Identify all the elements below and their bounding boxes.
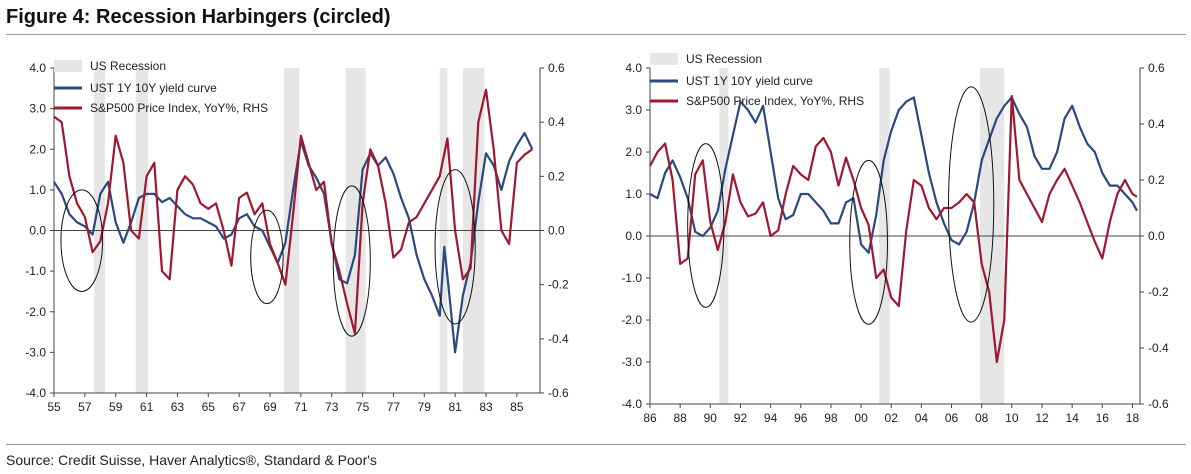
source-note: Source: Credit Suisse, Haver Analytics®,… [6, 452, 377, 468]
left-x-tick-label: 73 [325, 400, 339, 414]
left-x-tick-label: 55 [47, 400, 61, 414]
left-x-tick-label: 77 [387, 400, 401, 414]
left-legend-spx-label: S&P500 Price Index, YoY%, RHS [90, 101, 268, 115]
right-x-tick-label: 92 [734, 411, 748, 425]
left-y-right-tick-label: 0.2 [548, 169, 565, 183]
right-x-tick-label: 02 [885, 411, 899, 425]
right-y-left-tick-label: -2.0 [621, 313, 642, 327]
right-x-tick-label: 00 [854, 411, 868, 425]
right-y-right-tick-label: 0.6 [1148, 61, 1165, 75]
right-x-tick-label: 86 [643, 411, 657, 425]
left-x-tick-label: 75 [356, 400, 370, 414]
right-y-left-tick-label: 1.0 [625, 187, 642, 201]
left-y-left-tick-label: -3.0 [25, 345, 46, 359]
right-x-tick-label: 16 [1096, 411, 1110, 425]
right-legend-recession-label: US Recession [686, 52, 762, 66]
left-x-tick-label: 69 [263, 400, 277, 414]
right-harbinger-circle-0 [687, 143, 725, 308]
left-y-left-tick-label: 4.0 [29, 61, 46, 75]
right-y-right-tick-label: -0.2 [1148, 285, 1169, 299]
right-y-left-tick-label: 3.0 [625, 103, 642, 117]
right-yield-curve-line [649, 96, 1138, 254]
left-legend-recession-label: US Recession [90, 59, 166, 73]
right-x-tick-label: 18 [1126, 411, 1140, 425]
left-x-tick-label: 63 [171, 400, 185, 414]
left-y-right-tick-label: 0.0 [548, 224, 565, 238]
left-x-tick-label: 61 [140, 400, 154, 414]
right-x-tick-label: 94 [764, 411, 778, 425]
left-y-left-tick-label: -1.0 [25, 264, 46, 278]
left-spx-yoy-line [53, 88, 533, 335]
left-harbinger-circle-3 [434, 169, 476, 325]
left-x-tick-label: 85 [510, 400, 524, 414]
right-y-right-tick-label: 0.0 [1148, 229, 1165, 243]
left-y-left-tick-label: 3.0 [29, 102, 46, 116]
right-y-right-tick-label: 0.2 [1148, 173, 1165, 187]
left-y-left-tick-label: 0.0 [29, 224, 46, 238]
left-y-right-tick-label: 0.4 [548, 115, 565, 129]
left-harbinger-circle-0 [60, 189, 104, 292]
left-x-tick-label: 59 [109, 400, 123, 414]
right-legend-curve-label: UST 1Y 10Y yield curve [686, 74, 813, 88]
left-y-right-tick-label: 0.6 [548, 61, 565, 75]
left-y-left-tick-label: -4.0 [25, 386, 46, 400]
right-x-tick-label: 98 [824, 411, 838, 425]
right-spx-yoy-line [649, 94, 1138, 364]
left-x-tick-label: 83 [479, 400, 493, 414]
left-harbinger-circle-2 [332, 185, 371, 337]
right-y-right-tick-label: -0.6 [1148, 397, 1169, 411]
left-x-tick-label: 65 [202, 400, 216, 414]
right-x-tick-label: 06 [945, 411, 959, 425]
right-y-left-tick-label: -4.0 [621, 397, 642, 411]
left-y-right-tick-label: -0.6 [548, 386, 569, 400]
right-x-tick-label: 96 [794, 411, 808, 425]
left-x-tick-label: 81 [448, 400, 462, 414]
left-y-left-tick-label: 2.0 [29, 142, 46, 156]
left-y-left-tick-label: -2.0 [25, 305, 46, 319]
left-x-tick-label: 79 [418, 400, 432, 414]
left-y-right-tick-label: -0.4 [548, 332, 569, 346]
right-y-left-tick-label: -3.0 [621, 355, 642, 369]
left-legend-curve-label: UST 1Y 10Y yield curve [90, 81, 217, 95]
right-x-tick-label: 08 [975, 411, 989, 425]
figure-title: Figure 4: Recession Harbingers (circled) [6, 6, 391, 28]
right-harbinger-circle-1 [849, 159, 888, 325]
right-y-left-tick-label: 2.0 [625, 145, 642, 159]
title-divider [6, 34, 1186, 35]
right-x-tick-label: 12 [1035, 411, 1049, 425]
right-x-tick-label: 90 [704, 411, 718, 425]
right-y-left-tick-label: -1.0 [621, 271, 642, 285]
left-legend-recession-swatch [54, 60, 82, 72]
right-x-tick-label: 10 [1005, 411, 1019, 425]
right-x-tick-label: 04 [915, 411, 929, 425]
right-y-left-tick-label: 4.0 [625, 61, 642, 75]
left-y-left-tick-label: 1.0 [29, 183, 46, 197]
right-y-right-tick-label: -0.4 [1148, 341, 1169, 355]
right-x-tick-label: 88 [673, 411, 687, 425]
right-x-tick-label: 14 [1065, 411, 1079, 425]
left-x-tick-label: 71 [294, 400, 308, 414]
right-y-left-tick-label: 0.0 [625, 229, 642, 243]
left-harbinger-circle-1 [250, 209, 284, 305]
source-divider [6, 444, 1186, 445]
right-harbinger-circle-2 [948, 86, 995, 323]
left-y-right-tick-label: -0.2 [548, 278, 569, 292]
right-legend-spx-label: S&P500 Price Index, YoY%, RHS [686, 94, 864, 108]
right-y-right-tick-label: 0.4 [1148, 117, 1165, 131]
left-x-tick-label: 57 [78, 400, 92, 414]
left-x-tick-label: 67 [232, 400, 246, 414]
right-legend-recession-swatch [650, 53, 678, 65]
